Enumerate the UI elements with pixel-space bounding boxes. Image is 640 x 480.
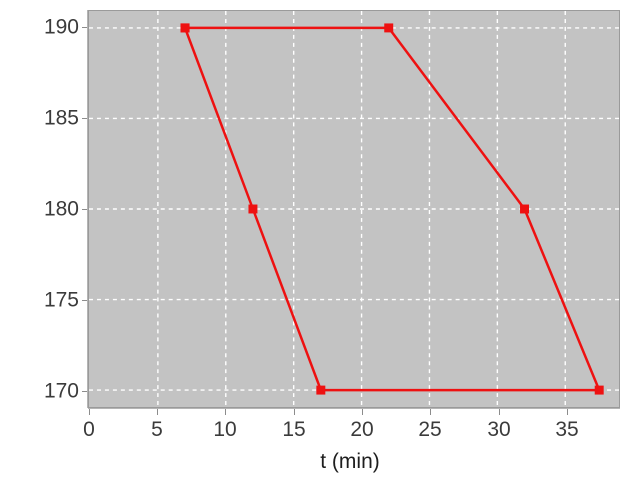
y-tick-label-180: 180 <box>43 197 79 221</box>
y-axis-label-wrapper: T (°C) <box>22 10 44 428</box>
y-tick-label-190: 190 <box>43 15 79 39</box>
y-tick-mark-180 <box>82 209 88 210</box>
y-tick-mark-185 <box>82 118 88 119</box>
plot-area <box>88 10 620 408</box>
x-axis-spine <box>88 408 620 409</box>
y-tick-mark-190 <box>82 27 88 28</box>
x-tick-label-0: 0 <box>83 418 95 441</box>
data-point-marker <box>248 204 258 214</box>
x-tick-label-25: 25 <box>418 418 442 441</box>
x-tick-label-30: 30 <box>487 418 511 441</box>
x-axis-label-row: t (min) <box>0 450 640 474</box>
y-tick-mark-170 <box>82 391 88 392</box>
x-tick-mark-5 <box>157 409 158 415</box>
y-tick-label-170: 170 <box>43 379 79 403</box>
data-point-marker <box>180 23 190 33</box>
x-tick-label-10: 10 <box>213 418 237 441</box>
x-tick-mark-10 <box>225 409 226 415</box>
data-point-marker <box>594 385 604 395</box>
x-tick-mark-35 <box>567 409 568 415</box>
x-tick-label-20: 20 <box>350 418 374 441</box>
data-point-marker <box>316 385 326 395</box>
y-tick-label-185: 185 <box>43 106 79 130</box>
data-point-marker <box>520 204 529 214</box>
plot-canvas <box>89 11 619 407</box>
y-tick-label-175: 175 <box>43 288 79 312</box>
x-tick-mark-25 <box>430 409 431 415</box>
data-point-marker <box>384 23 394 33</box>
x-tick-mark-15 <box>294 409 295 415</box>
gridlines <box>89 11 619 407</box>
x-tick-mark-20 <box>362 409 363 415</box>
data-series-group <box>180 23 604 395</box>
y-tick-mark-175 <box>82 300 88 301</box>
x-tick-label-5: 5 <box>151 418 163 441</box>
x-tick-label-35: 35 <box>555 418 579 441</box>
y-axis-spine <box>87 10 88 408</box>
x-tick-label-15: 15 <box>282 418 306 441</box>
x-axis-label: t (min) <box>320 450 380 473</box>
x-tick-mark-0 <box>89 409 90 415</box>
x-tick-mark-30 <box>499 409 500 415</box>
